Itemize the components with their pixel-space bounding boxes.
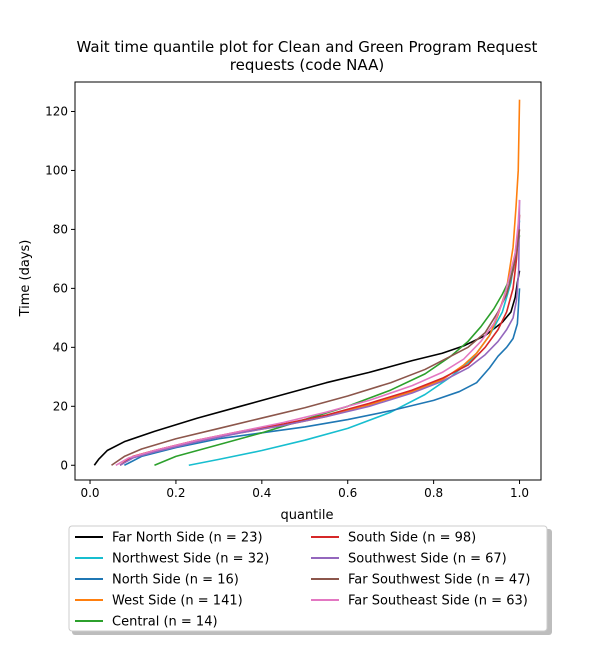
legend-label: West Side (n = 141): [112, 594, 243, 609]
legend-label: Southwest Side (n = 67): [348, 552, 507, 567]
legend-label: North Side (n = 16): [112, 573, 239, 588]
x-tick-label: 0.0: [80, 486, 99, 500]
legend-label: Far Southeast Side (n = 63): [348, 594, 528, 609]
x-tick-label: 1.0: [510, 486, 529, 500]
y-tick-label: 60: [53, 281, 68, 295]
y-tick-label: 0: [60, 458, 68, 472]
legend-label: Far Southwest Side (n = 47): [348, 573, 530, 588]
series-lines: [93, 99, 521, 467]
x-tick-label: 0.8: [424, 486, 443, 500]
legend: Far North Side (n = 23) Northwest Side (n…: [68, 525, 552, 635]
x-axis-label: quantile: [280, 508, 333, 523]
series-line-7: [119, 199, 521, 466]
series-line-1: [93, 270, 521, 466]
y-tick-label: 120: [45, 104, 68, 118]
legend-box: [68, 525, 548, 632]
x-tick-label: 0.2: [166, 486, 185, 500]
x-tick-label: 0.6: [338, 486, 357, 500]
legend-label: Central (n = 14): [112, 615, 218, 630]
y-tick-label: 100: [45, 163, 68, 177]
series-line-2: [188, 220, 521, 467]
legend-label: Northwest Side (n = 32): [112, 552, 269, 567]
x-tick-label: 0.4: [252, 486, 271, 500]
plot-area: 0.0 0.2 0.4 0.6 0.8 1.0 0 20 40 60 80 100 120: [45, 81, 542, 500]
y-axis-label: Time (days): [18, 240, 33, 318]
y-tick-label: 80: [53, 222, 68, 236]
chart-title-line-1: Wait time quantile plot for Clean and Gr…: [77, 38, 538, 56]
series-line-6: [119, 214, 521, 466]
series-line-9: [115, 199, 521, 466]
series-line-4: [119, 99, 521, 466]
legend-label: South Side (n = 98): [348, 531, 476, 546]
legend-label: Far North Side (n = 23): [112, 531, 263, 546]
series-line-8: [111, 229, 521, 466]
chart-title-line-2: requests (code NAA): [230, 56, 384, 74]
y-tick-label: 40: [53, 340, 68, 354]
axes-frame: [74, 81, 542, 481]
series-line-3: [124, 288, 521, 466]
y-tick-label: 20: [53, 399, 68, 413]
